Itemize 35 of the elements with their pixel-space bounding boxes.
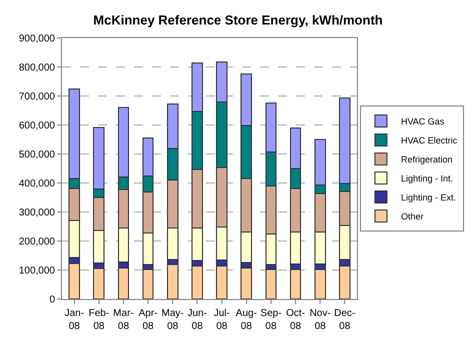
- legend-label: Lighting - Ext.: [400, 192, 456, 203]
- legend-label: Lighting - Int.: [400, 174, 453, 184]
- y-tick-label: 900,000: [18, 34, 56, 44]
- y-tick-label: 600,000: [18, 120, 56, 132]
- legend-label: Refrigeration: [400, 154, 452, 165]
- x-tick-label: Jan-08: [64, 308, 84, 332]
- y-tick-label: 500,000: [18, 150, 56, 160]
- y-tick-label: 100,000: [18, 266, 56, 276]
- y-tick-label: 200,000: [18, 236, 56, 248]
- chart-title: McKinney Reference Store Energy, kWh/month: [93, 12, 383, 28]
- x-tick-label: Dec-08: [334, 308, 356, 332]
- x-tick-label: Feb-08: [88, 308, 110, 332]
- bar: [265, 269, 277, 299]
- bar: [240, 267, 252, 299]
- x-tick-label: Aug-08: [236, 308, 257, 332]
- x-tick-label: Jul-08: [214, 308, 230, 332]
- y-tick-label: 700,000: [18, 92, 56, 102]
- y-tick-label: 800,000: [18, 62, 56, 74]
- bar: [142, 269, 154, 299]
- legend-label: Other: [400, 212, 424, 222]
- x-tick-label: Sep-08: [260, 308, 282, 332]
- bar: [166, 264, 178, 299]
- y-tick-label: 0: [49, 294, 56, 306]
- x-tick-label: Mar-08: [113, 308, 134, 332]
- x-tick-label: Apr-08: [138, 308, 158, 332]
- x-tick-label: Oct-08: [286, 308, 305, 332]
- y-tick-label: 300,000: [18, 208, 56, 218]
- x-tick-label: Jun-08: [187, 308, 207, 332]
- x-tick-label: Nov-08: [310, 308, 331, 332]
- legend-label: HVAC Gas: [400, 116, 445, 127]
- legend-label: HVAC Electric: [400, 136, 458, 146]
- y-tick-label: 400,000: [18, 178, 56, 190]
- bar: [93, 268, 105, 299]
- x-tick-label: May-08: [162, 308, 184, 332]
- bar: [192, 265, 203, 299]
